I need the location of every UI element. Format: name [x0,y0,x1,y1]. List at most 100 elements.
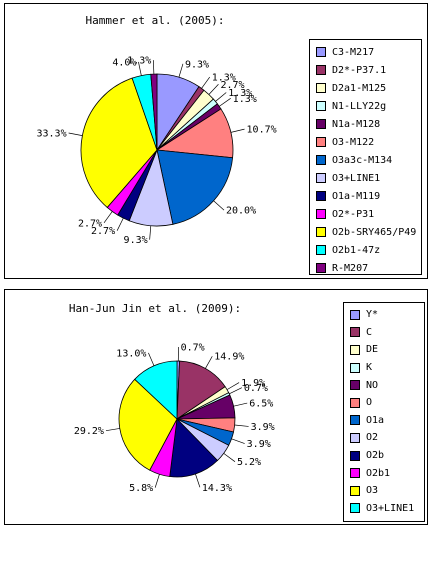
legend-label: C [366,326,373,338]
leader-line [223,453,236,462]
data-label: 0.7% [244,383,268,394]
legend: C3-M217 D2*-P37.1 D2a1-M125 N1-LLY22g N1a-M1… [309,39,422,275]
pie-slice [156,149,234,225]
legend-swatch [350,362,360,373]
leader-line [178,63,184,78]
data-label: 20.0% [226,206,256,217]
leader-line [226,382,240,390]
legend-item: DE [350,341,424,359]
data-label: 2.7% [78,218,102,229]
legend-swatch [316,191,326,201]
data-label: 13.0% [116,348,146,359]
legend-item: O2*-P31 [316,205,421,223]
data-label: 9.3% [124,235,148,246]
legend-label: O2b-SRY465/P49 [332,226,417,238]
chart-title: Han-Jun Jin et al. (2009): [68,302,242,315]
data-label: 2.7% [91,226,115,237]
data-label: 1.9% [241,378,265,389]
legend-swatch [316,83,326,93]
legend-swatch [350,485,360,496]
legend-swatch [350,380,360,391]
legend-label: O2b1-47z [332,244,381,256]
legend-item: O2b1-47z [316,241,421,259]
leader-line [215,92,227,102]
legend-label: O1a-M119 [332,190,381,202]
legend-swatch [350,309,360,320]
legend-item: D2*-P37.1 [316,61,421,79]
legend-item: K [350,359,424,377]
legend-label: O [366,397,373,409]
chart-panel-hammer-2005: Hammer et al. (2005): 9.3% 1.3% 2.7% 1.3% 1.… [4,3,428,279]
legend-item: O3-M122 [316,133,421,151]
legend-label: O3-M122 [332,136,375,148]
legend-label: O3a3c-M134 [332,154,393,166]
legend-item: Y* [350,306,424,324]
data-label: 2.7% [220,80,244,91]
legend-label: O2b [366,450,385,462]
leader-line [229,387,243,395]
legend-item: D2a1-M125 [316,79,421,97]
legend-item: O3+LINE1 [350,500,424,518]
legend-item: R-M207 [316,259,421,277]
legend-label: O1a [366,414,385,426]
data-label: 4.0% [112,57,136,68]
leader-line [116,217,124,231]
legend-label: N1a-M128 [332,118,381,130]
legend-swatch [350,468,360,479]
data-label: 10.7% [247,125,277,136]
legend-swatch [316,101,326,111]
legend-swatch [350,415,360,426]
legend-swatch [350,432,360,443]
legend-swatch [316,173,326,183]
legend-label: N1-LLY22g [332,100,387,112]
leader-line [233,402,248,407]
leader-line [201,76,211,89]
legend-item: N1-LLY22g [316,97,421,115]
pie-chart-jin-2009: 0.7%14.9%1.9%0.7%6.5%3.9%3.9%5.2%14.3%5.… [74,343,275,495]
legend-label: D2*-P37.1 [332,64,387,76]
leader-line [230,128,245,133]
legend-label: NO [366,379,379,391]
legend-item: O3+LINE1 [316,169,421,187]
legend-label: O3+LINE1 [366,502,415,514]
legend-swatch [316,155,326,165]
legend-item: O2 [350,429,424,447]
legend-label: R-M207 [332,262,369,274]
legend-swatch [316,65,326,75]
legend-label: D2a1-M125 [332,82,387,94]
leader-line [149,225,152,240]
legend-item: N1a-M128 [316,115,421,133]
pie-slice [150,73,158,151]
chart-title: Hammer et al. (2005): [85,14,225,27]
legend-item: O1a-M119 [316,187,421,205]
legend-swatch [316,245,326,255]
legend-label: K [366,362,373,374]
data-label: 3.9% [247,439,271,450]
data-label: 5.8% [129,483,153,494]
data-label: 1.3% [127,56,151,67]
legend-label: DE [366,344,379,356]
data-label: 14.9% [214,352,244,363]
leader-line [195,473,201,488]
leader-line [103,211,113,223]
legend: Y* C DE K NO O O1a O2 O2b O2b1 O3 O3+LINE1 [343,302,425,522]
legend-swatch [316,137,326,147]
data-label: 0.7% [181,343,205,354]
legend-label: O3 [366,485,379,497]
legend-item: O2b1 [350,464,424,482]
legend-item: O3 [350,482,424,500]
leader-line [231,438,245,444]
legend-label: O2 [366,432,379,444]
leader-line [105,428,120,432]
data-label: 9.3% [185,59,209,70]
legend-item: O2b [350,447,424,465]
legend-label: C3-M217 [332,46,375,58]
leader-line [154,474,160,488]
legend-label: Y* [366,309,379,321]
legend-item: C [350,324,424,342]
pie-chart-hammer-2005: 9.3%1.3%2.7%1.3%1.3%10.7%20.0%9.3%2.7%2.… [37,56,277,247]
leader-line [138,61,142,76]
leader-line [205,356,213,369]
legend-item: O1a [350,412,424,430]
legend-swatch [316,227,326,237]
